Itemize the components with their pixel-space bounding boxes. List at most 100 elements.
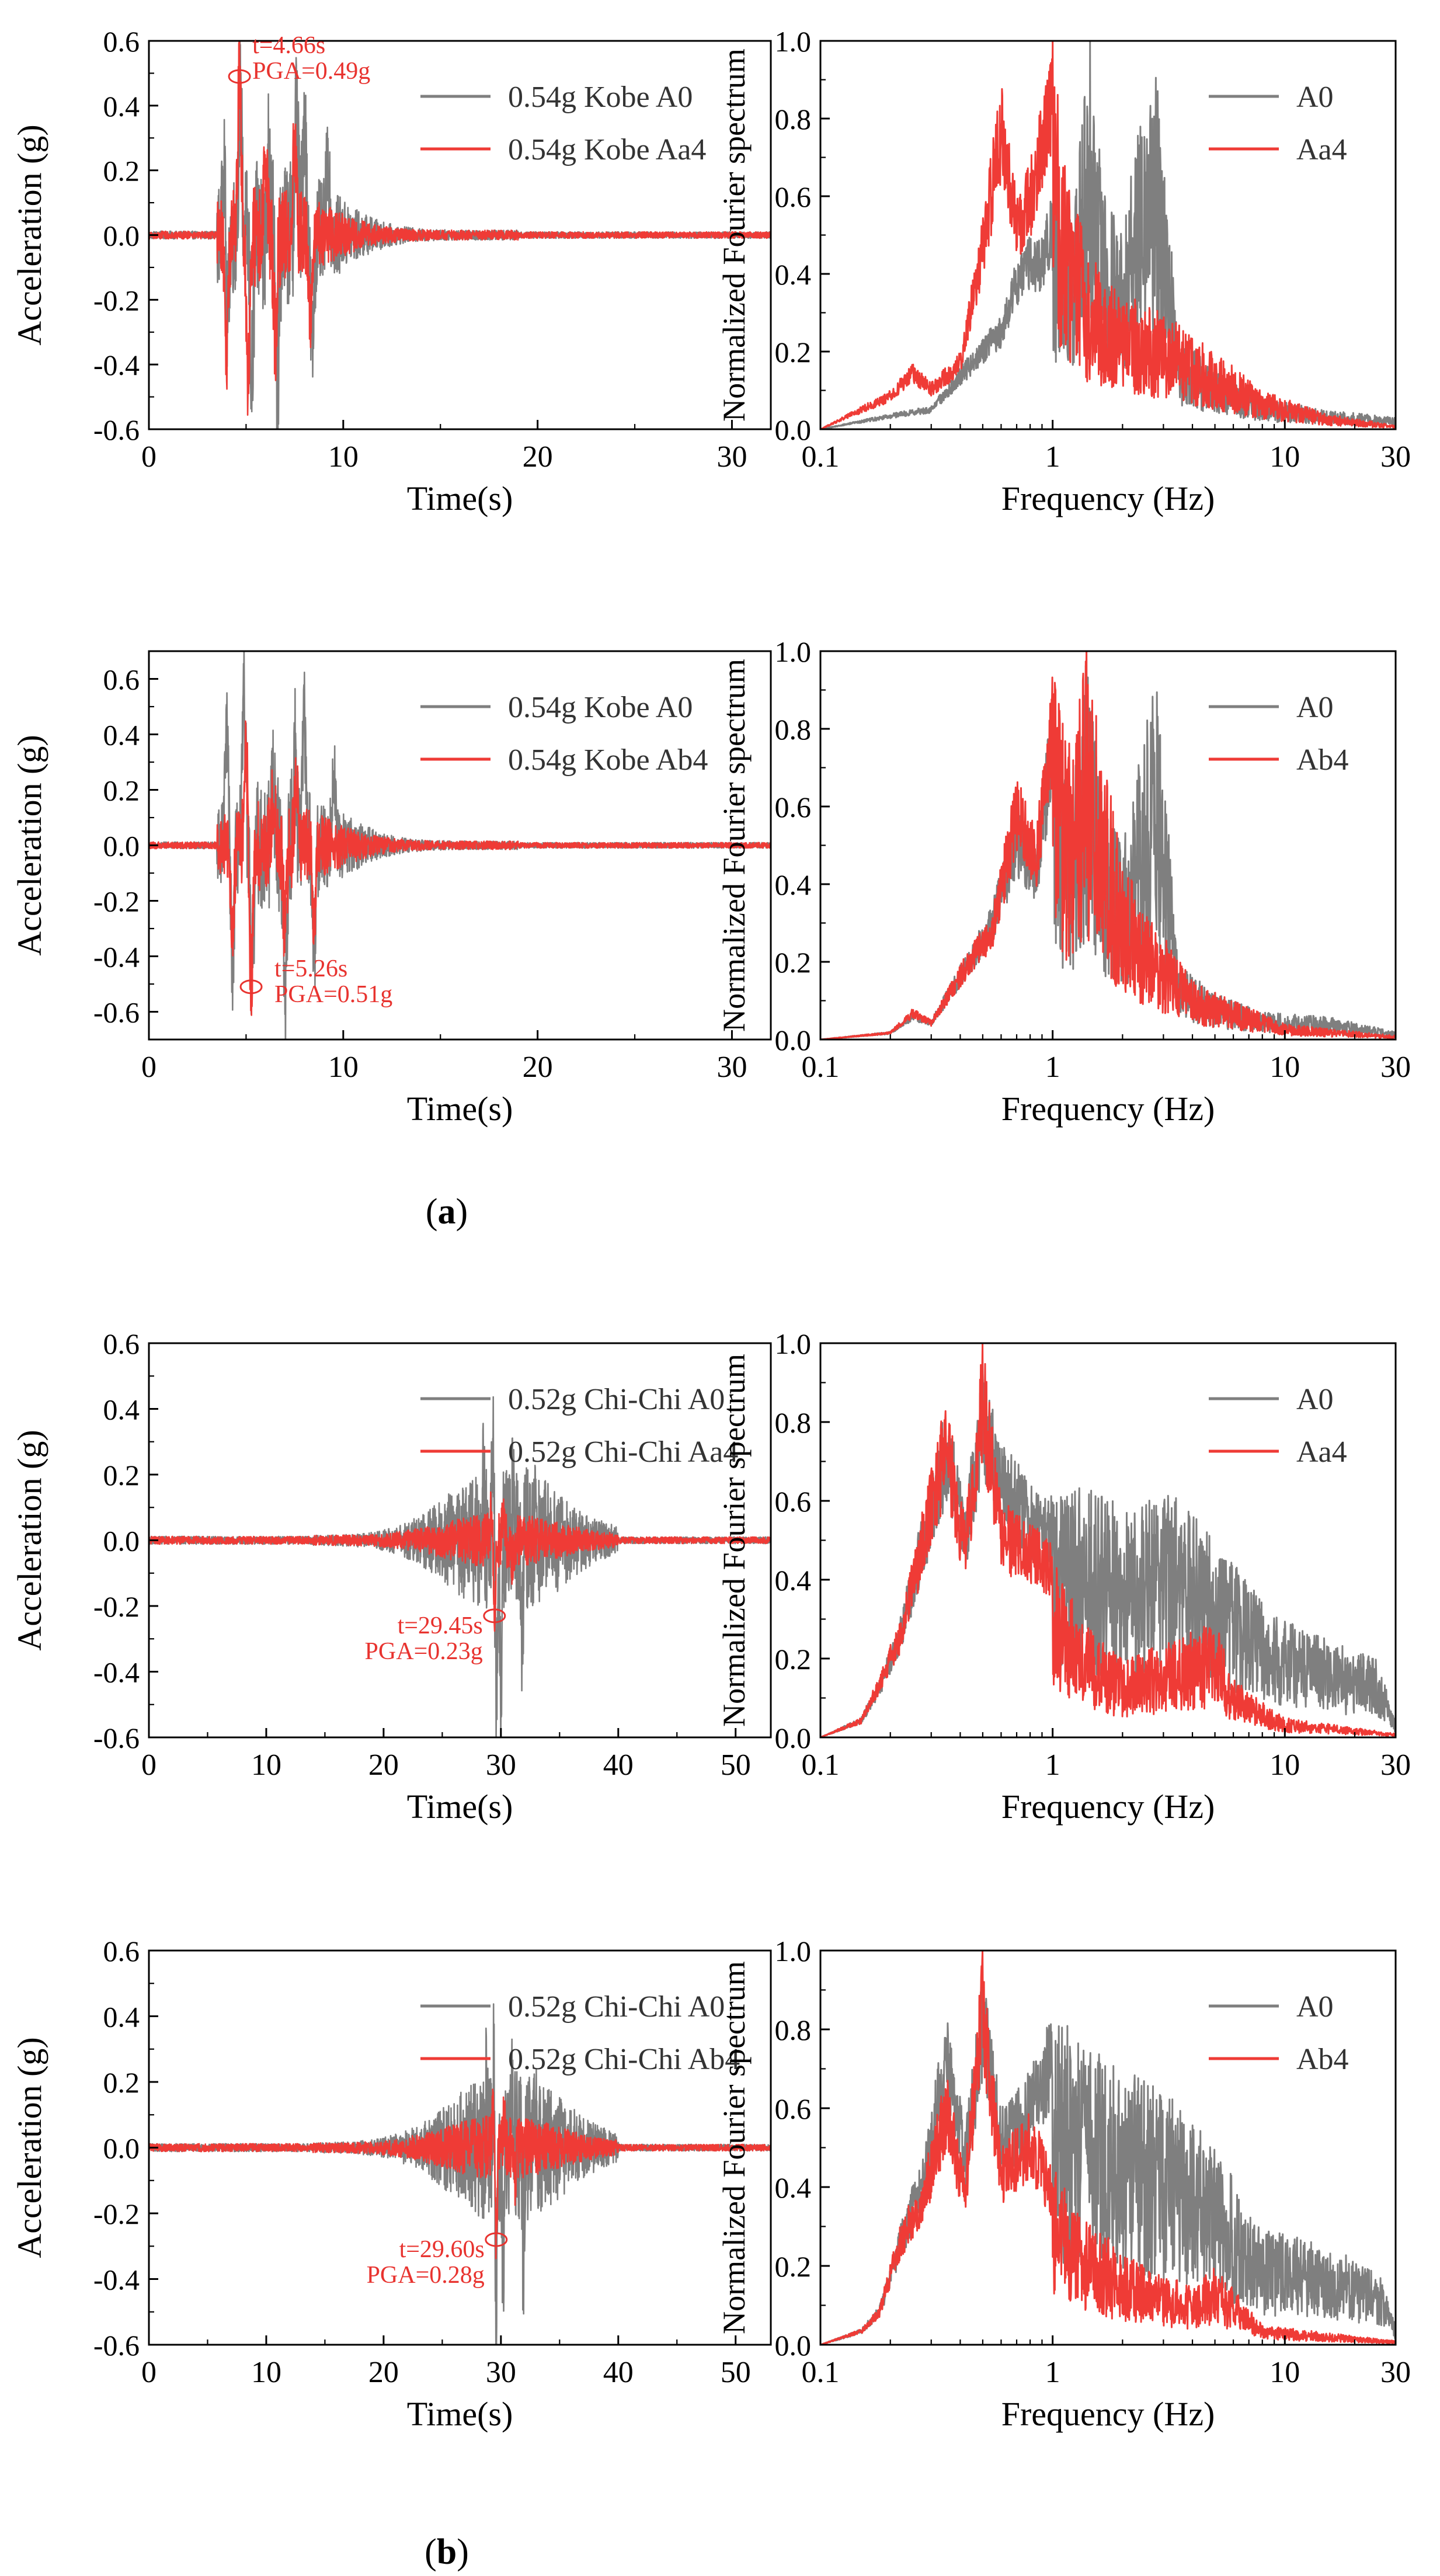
pga-annotation-text: PGA=0.51g (274, 981, 392, 1008)
x-tick-label: 10 (251, 1748, 281, 1782)
series-line-a0 (820, 1969, 1396, 2345)
series-line-0-54g-kobe-ab4 (149, 720, 771, 1016)
pga-annotation-text: t=29.45s (398, 1612, 483, 1639)
x-tick-label: 10 (328, 440, 359, 474)
y-tick-label: -0.6 (93, 996, 140, 1029)
y-axis-label: Acceleration (g) (11, 124, 48, 345)
y-tick-label: 0.8 (775, 1406, 812, 1439)
x-tick-label: 20 (368, 2356, 399, 2389)
x-tick-label: 0 (141, 1051, 156, 1084)
y-tick-label: -0.6 (93, 2329, 140, 2362)
legend-label: Aa4 (1296, 133, 1347, 166)
pga-marker (485, 2232, 508, 2247)
legend: 0.54g Kobe A0 0.54g Kobe Aa4 (420, 81, 706, 166)
y-tick-label: -0.4 (93, 349, 140, 381)
x-tick-label: 20 (523, 1051, 553, 1084)
y-tick-label: 0.2 (775, 336, 812, 369)
y-tick-label: -0.6 (93, 413, 140, 446)
x-tick-label: 0.1 (802, 1051, 840, 1084)
x-tick-label: 40 (603, 1748, 634, 1782)
y-tick-label: 0.0 (103, 220, 140, 252)
legend-label: A0 (1296, 691, 1334, 724)
y-tick-label: 0.2 (103, 155, 140, 187)
y-tick-label: 0.2 (775, 946, 812, 979)
x-tick-label: 0.1 (802, 2356, 840, 2389)
y-tick-label: 0.6 (775, 2092, 812, 2125)
legend-label: 0.54g Kobe Aa4 (508, 133, 706, 166)
legend-label: 0.52g Chi-Chi Ab4 (508, 2043, 740, 2076)
y-tick-label: 0.6 (103, 663, 140, 696)
y-tick-label: 0.2 (103, 774, 140, 807)
y-tick-label: 0.6 (103, 1327, 140, 1360)
x-tick-label: 10 (251, 2356, 281, 2389)
legend-label: 0.54g Kobe A0 (508, 81, 693, 114)
x-tick-label: 20 (368, 1748, 399, 1782)
y-tick-label: 0.6 (775, 180, 812, 213)
legend-label: 0.54g Kobe Ab4 (508, 743, 708, 777)
y-tick-label: 0.0 (775, 413, 812, 446)
y-tick-label: 0.2 (775, 2250, 812, 2283)
y-tick-label: 1.0 (775, 25, 812, 58)
series-line-ab4 (820, 1951, 1396, 2345)
legend-label: 0.52g Chi-Chi A0 (508, 1990, 725, 2024)
pga-annotation-text: PGA=0.49g (252, 58, 370, 85)
y-tick-label: 1.0 (775, 1935, 812, 1967)
x-axis-label: Time(s) (407, 1090, 513, 1128)
y-axis-label: Acceleration (g) (11, 735, 48, 955)
pga-annotation-text: PGA=0.28g (367, 2262, 485, 2289)
series-line-ab4 (820, 651, 1396, 1040)
pga-marker (239, 979, 263, 995)
chart-b-bottom-right: 0.1 1 10 30 0.0 0.2 0.4 0.6 0.8 1.0 Frequency (Hz)… (716, 1935, 1411, 2433)
x-axis-label: Frequency (Hz) (1001, 1090, 1215, 1128)
x-tick-label: 30 (486, 2356, 516, 2389)
y-tick-label: -0.4 (93, 941, 140, 974)
series-line-aa4 (820, 1343, 1396, 1737)
y-tick-label: 0.6 (775, 791, 812, 823)
y-axis-label: Normalized Fourier spectrum (716, 659, 752, 1032)
y-tick-label: 1.0 (775, 1327, 812, 1360)
chart-a-second-right: 0.1 1 10 30 0.0 0.2 0.4 0.6 0.8 1.0 Frequency (Hz)… (716, 635, 1411, 1128)
y-tick-label: 0.4 (775, 258, 812, 291)
y-tick-label: 0.4 (103, 2001, 140, 2033)
legend-label: A0 (1296, 1383, 1334, 1416)
x-axis-label: Time(s) (407, 1788, 513, 1826)
x-tick-label: 10 (1269, 1051, 1300, 1084)
y-tick-label: 0.0 (775, 2329, 812, 2362)
y-tick-label: 0.8 (775, 103, 812, 135)
x-tick-label: 0.1 (802, 440, 840, 474)
x-tick-label: 30 (1380, 1748, 1411, 1782)
chart-b-third-right: 0.1 1 10 30 0.0 0.2 0.4 0.6 0.8 1.0 Frequency (Hz)… (716, 1327, 1411, 1826)
y-axis-label: Acceleration (g) (11, 2037, 48, 2258)
x-tick-label: 30 (1380, 2356, 1411, 2389)
y-tick-label: 0.0 (775, 1024, 812, 1056)
series-line-aa4 (820, 41, 1396, 429)
y-tick-label: 0.8 (775, 713, 812, 746)
chart-b-bottom-left: 0 10 20 30 40 50 -0.6 -0.4 -0.2 0.0 0.2 0.4 0.6 Time(… (11, 1935, 772, 2433)
chart-a-top-right: 0.1 1 10 30 0.0 0.2 0.4 0.6 0.8 1.0 Frequency (Hz)… (716, 25, 1411, 517)
x-tick-label: 30 (1380, 1051, 1411, 1084)
y-tick-label: 0.0 (103, 1525, 140, 1558)
x-tick-label: 1 (1045, 1748, 1060, 1782)
pga-annotation-text: t=4.66s (252, 32, 325, 59)
x-tick-label: 50 (721, 2356, 751, 2389)
y-tick-label: -0.4 (93, 1656, 140, 1689)
legend-label: 0.54g Kobe A0 (508, 691, 693, 724)
caption-b: (b) (425, 2532, 469, 2572)
y-tick-label: -0.2 (93, 885, 140, 918)
y-tick-label: 0.4 (775, 1564, 812, 1597)
x-axis-label: Frequency (Hz) (1001, 2395, 1215, 2433)
x-tick-label: 10 (1269, 1748, 1300, 1782)
y-tick-label: -0.2 (93, 1590, 140, 1623)
x-tick-label: 50 (721, 1748, 751, 1782)
series-line-0-52g-chi-chi-aa4 (149, 1491, 771, 1632)
y-axis-label: Normalized Fourier spectrum (716, 1961, 752, 2334)
y-axis-label: Normalized Fourier spectrum (716, 48, 752, 422)
x-tick-label: 1 (1045, 440, 1060, 474)
legend-label: 0.52g Chi-Chi Aa4 (508, 1435, 738, 1469)
legend-label: A0 (1296, 81, 1334, 114)
pga-marker (483, 1608, 506, 1624)
x-tick-label: 10 (1269, 440, 1300, 474)
legend: 0.54g Kobe A0 0.54g Kobe Ab4 (420, 691, 708, 777)
legend: 0.52g Chi-Chi A0 0.52g Chi-Chi Aa4 (420, 1383, 738, 1469)
